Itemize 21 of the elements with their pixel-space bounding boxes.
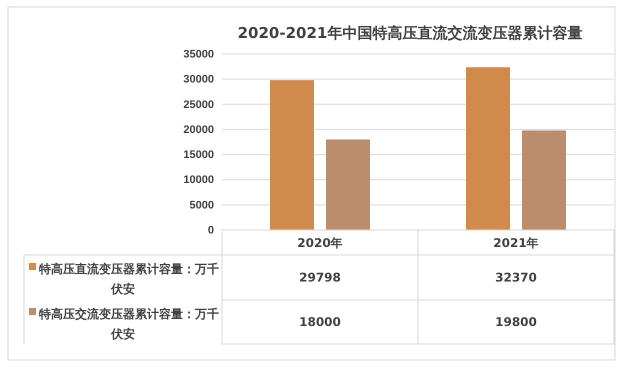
x-tick-label: 2021年 [493, 236, 539, 250]
legend-label: 特高压直流变压器累计容量：万千伏安 [38, 262, 219, 296]
bar [270, 80, 314, 230]
y-tick-label: 10000 [183, 174, 214, 186]
x-tick-label: 2020年 [297, 236, 343, 250]
bar [326, 139, 370, 230]
legend-label: 特高压交流变压器累计容量：万千伏安 [38, 307, 219, 341]
bar [522, 130, 566, 230]
y-tick-label: 20000 [183, 124, 214, 136]
data-label: 19800 [495, 315, 537, 329]
chart-title: 2020-2021年中国特高压直流交流变压器累计容量 [238, 24, 582, 42]
data-label: 29798 [299, 270, 341, 284]
y-tick-label: 30000 [183, 74, 214, 86]
y-tick-label: 35000 [183, 48, 214, 61]
y-tick-label: 25000 [183, 98, 214, 111]
data-label: 18000 [299, 315, 341, 329]
y-tick-label: 5000 [190, 199, 214, 212]
data-label: 32370 [495, 270, 537, 284]
bar [466, 67, 510, 230]
y-tick-label: 15000 [183, 149, 214, 162]
y-tick-label: 0 [208, 224, 214, 237]
